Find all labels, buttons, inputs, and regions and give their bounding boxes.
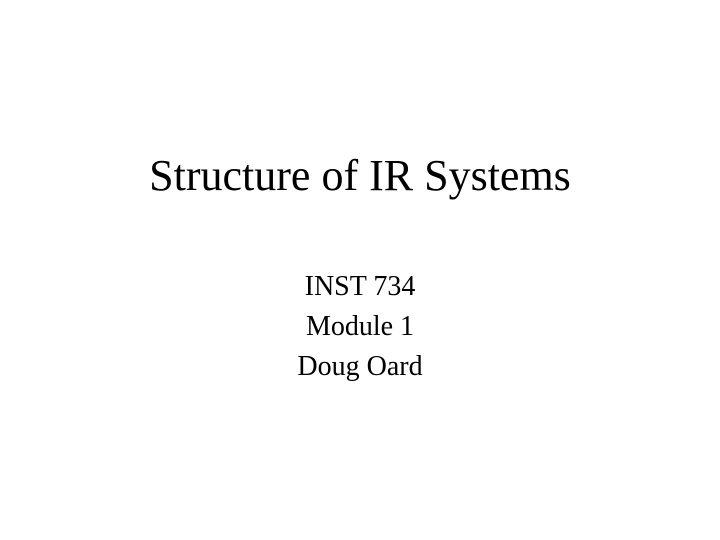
subtitle-group: INST 734 Module 1 Doug Oard (297, 271, 422, 383)
course-code: INST 734 (305, 271, 416, 303)
author-name: Doug Oard (297, 351, 422, 383)
slide-container: Structure of IR Systems INST 734 Module … (0, 0, 720, 540)
slide-title: Structure of IR Systems (149, 150, 571, 201)
module-label: Module 1 (306, 311, 414, 343)
